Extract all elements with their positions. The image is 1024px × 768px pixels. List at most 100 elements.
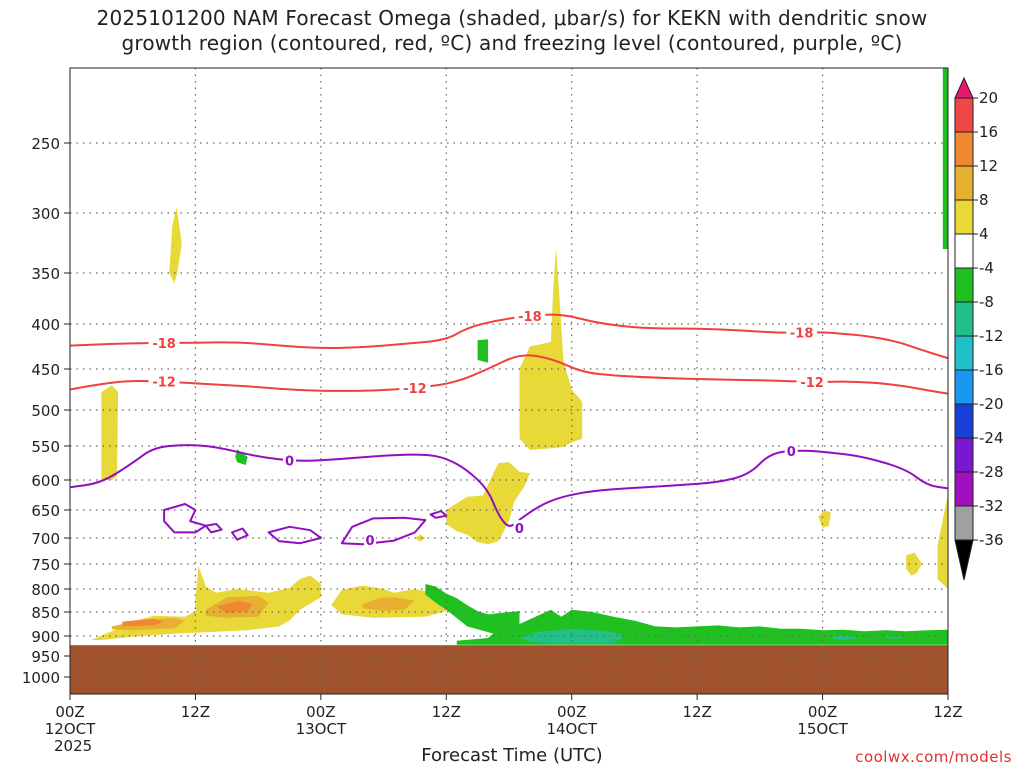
omega-area-yellow	[818, 510, 831, 528]
contour-label: -18	[790, 327, 814, 342]
colorbar-label: -24	[979, 429, 1004, 447]
colorbar-swatch	[954, 301, 974, 337]
colorbar-swatch	[954, 131, 974, 167]
ground-fill	[70, 645, 948, 694]
colorbar-label: 16	[979, 123, 998, 141]
contour-0-loop	[267, 525, 322, 545]
omega-area-green	[425, 584, 948, 645]
y-tick-label: 550	[31, 438, 60, 456]
omega-area-gold	[362, 597, 415, 612]
y-tick-label: 750	[31, 556, 60, 574]
y-tick-label: 500	[31, 402, 60, 420]
colorbar-label: -36	[979, 531, 1004, 549]
y-tick-label: 250	[31, 135, 60, 153]
credit-link[interactable]: coolwx.com/models	[855, 748, 1012, 766]
colorbar-label: 20	[979, 89, 998, 107]
contour-label-bg	[283, 452, 296, 468]
y-tick-label: 950	[31, 648, 60, 666]
x-tick-label: 13OCT	[296, 720, 347, 738]
x-tick-label: 15OCT	[797, 720, 848, 738]
y-tick-label: 1000	[22, 669, 60, 687]
contour-label-bg	[786, 324, 818, 340]
y-axis: 250 300 350 400 450 500 550 600 650 700 750 800 850 9…	[22, 135, 70, 687]
y-tick-label: 850	[31, 604, 60, 622]
y-tick-label: 350	[31, 265, 60, 283]
contour-label-bg	[363, 532, 376, 548]
x-tick-label: 14OCT	[546, 720, 597, 738]
contour-label: -18	[518, 310, 542, 325]
plot-frame	[69, 67, 949, 695]
x-tick-label: 00Z	[808, 703, 837, 721]
x-tick-label: 12Z	[682, 703, 711, 721]
omega-shading	[90, 68, 948, 645]
y-tick-label: 300	[31, 205, 60, 223]
contour-label: 0	[515, 522, 524, 537]
omega-area-orange	[216, 601, 253, 613]
contour-label-bg	[399, 379, 431, 395]
y-tick-label: 450	[31, 361, 60, 379]
colorbar: 20 16 12 8 4 -4 -8 -12 -16 -20 -24 -28 -32 -36	[954, 76, 1004, 581]
omega-area-green	[477, 339, 489, 363]
y-tick-label: 900	[31, 628, 60, 646]
contour-label-bg	[784, 442, 798, 458]
omega-area-yellow	[101, 385, 119, 480]
omega-area-yellow	[446, 462, 530, 545]
omega-area-teal	[833, 635, 860, 640]
x-tick-label: 12Z	[432, 703, 461, 721]
colorbar-swatch	[954, 233, 974, 269]
x-tick-label: 00Z	[55, 703, 84, 721]
contour-lines: -18 -18 -18 -12 -12 -12 0 0 0 0	[70, 307, 948, 549]
contour-label: -18	[152, 337, 176, 352]
colorbar-swatch	[954, 267, 974, 303]
contour-label: -12	[152, 376, 176, 391]
omega-area-green	[235, 449, 248, 465]
x-tick-label: 00Z	[557, 703, 586, 721]
omega-area-teal	[885, 636, 907, 639]
x-tick-label: 12OCT	[45, 720, 96, 738]
colorbar-label: 8	[979, 191, 989, 209]
x-tick-label: 00Z	[306, 703, 335, 721]
omega-area-orange	[122, 618, 165, 627]
ground-layer	[70, 645, 948, 694]
contour--12	[70, 354, 948, 395]
omega-area-green	[942, 68, 948, 249]
colorbar-label: 4	[979, 225, 989, 243]
y-tick-label: 400	[31, 316, 60, 334]
contour-0-loop	[429, 510, 448, 519]
contour-label-bg	[513, 519, 526, 535]
omega-area-yellow	[169, 207, 182, 284]
colorbar-label: -32	[979, 497, 1004, 515]
x-tick-label: 12Z	[933, 703, 962, 721]
x-axis-label: Forecast Time (UTC)	[421, 745, 603, 766]
colorbar-swatch	[954, 403, 974, 439]
contour-label-bg	[148, 334, 180, 350]
colorbar-label: -20	[979, 395, 1004, 413]
omega-area-yellow	[906, 552, 922, 576]
omega-area-yellow	[414, 534, 426, 542]
y-tick-label: 700	[31, 530, 60, 548]
omega-area-yellow	[937, 493, 948, 589]
colorbar-label: -12	[979, 327, 1004, 345]
grid-lines	[70, 68, 948, 694]
colorbar-label: -28	[979, 463, 1004, 481]
chart-title: 2025101200 NAM Forecast Omega (shaded, μ…	[0, 6, 1024, 56]
colorbar-swatch	[954, 437, 974, 473]
contour-0-loop	[204, 523, 223, 534]
colorbar-swatch	[954, 335, 974, 371]
colorbar-label: -4	[979, 259, 994, 277]
y-tick-label: 800	[31, 581, 60, 599]
chart-title-line1: 2025101200 NAM Forecast Omega (shaded, μ…	[96, 6, 928, 30]
contour-label-bg	[514, 307, 546, 323]
y-tick-label: 600	[31, 472, 60, 490]
contour-label-bg	[148, 373, 180, 389]
colorbar-top-arrow	[954, 76, 974, 99]
y-tick-label: 650	[31, 502, 60, 520]
omega-area-yellow	[519, 247, 583, 451]
colorbar-swatch	[954, 369, 974, 405]
colorbar-swatch	[954, 165, 974, 201]
colorbar-swatch	[954, 97, 974, 133]
colorbar-label: -8	[979, 293, 994, 311]
colorbar-label: 12	[979, 157, 998, 175]
